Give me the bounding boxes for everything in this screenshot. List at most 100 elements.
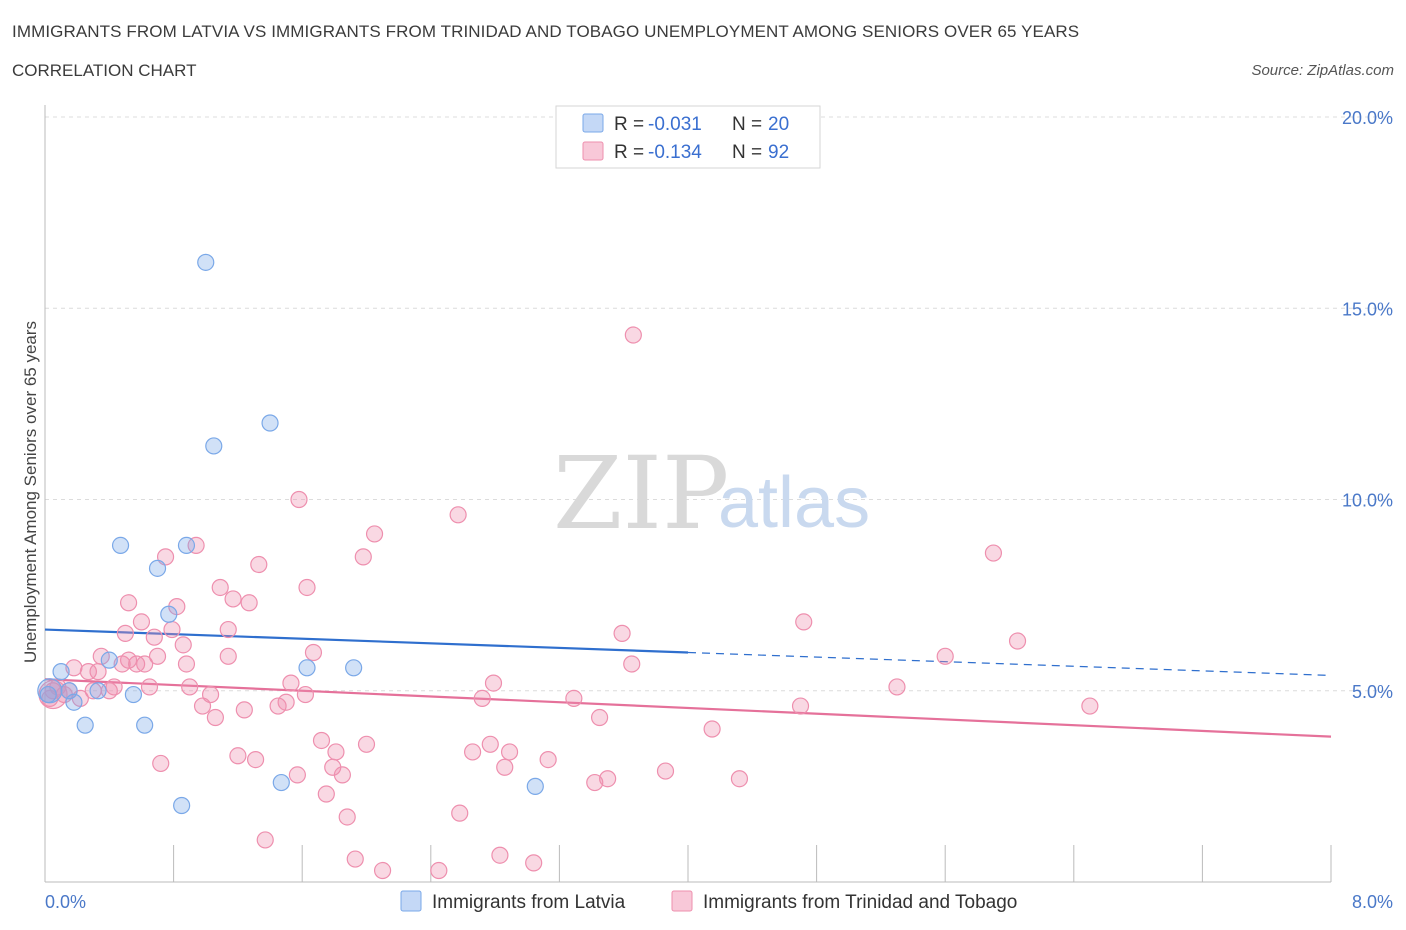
trinidad-point	[1081, 697, 1099, 715]
trinidad-point	[177, 655, 196, 673]
trinidad-point	[136, 655, 154, 673]
trinidad-point	[327, 743, 345, 761]
trinidad-point	[317, 785, 335, 803]
legend-swatch-latvia	[582, 113, 604, 133]
latvia-point	[272, 773, 290, 792]
chart-subtitle: CORRELATION CHART	[12, 61, 197, 80]
trinidad-point	[282, 674, 300, 692]
trinidad-point	[229, 747, 247, 765]
trinidad-point	[473, 689, 491, 708]
trinidad-point	[451, 804, 469, 822]
trinidad-point	[936, 647, 954, 665]
trinidad-point	[354, 548, 372, 566]
y-tick-label: 20.0%	[1342, 108, 1393, 128]
trinidad-point	[79, 663, 98, 681]
trinidad-point	[224, 590, 242, 608]
source-credit: Source: ZipAtlas.com	[1251, 62, 1394, 79]
bottom-legend-swatch-latvia	[400, 890, 422, 912]
x-tick-label-min: 0.0%	[45, 892, 86, 912]
trinidad-point	[525, 854, 543, 872]
trinidad-point	[132, 613, 151, 631]
watermark-zip: ZIP	[553, 435, 729, 552]
latvia-point	[298, 659, 316, 677]
trend-line-trinidad	[44, 678, 1332, 738]
trinidad-point	[357, 735, 376, 753]
latvia-point	[526, 777, 544, 795]
latvia-points	[37, 253, 544, 815]
latvia-point	[76, 716, 94, 734]
trinidad-point	[211, 578, 229, 597]
trinidad-point	[703, 720, 721, 738]
trinidad-point	[373, 861, 392, 880]
legend-n-label: N =	[732, 114, 762, 135]
trinidad-point	[246, 750, 265, 769]
trinidad-point	[795, 613, 813, 631]
trinidad-point	[269, 697, 287, 715]
trinidad-point	[187, 536, 205, 555]
legend-swatch-trinidad	[582, 141, 604, 161]
bottom-legend-swatch-trinidad	[671, 890, 693, 912]
trinidad-point	[181, 678, 199, 696]
trinidad-point	[791, 697, 810, 715]
trinidad-point	[290, 490, 308, 509]
legend-n-trinidad: 92	[768, 142, 789, 163]
trinidad-point	[623, 655, 641, 673]
legend-n-label: N =	[732, 142, 762, 163]
latvia-point	[148, 559, 167, 577]
trinidad-point	[119, 651, 138, 669]
trinidad-point	[730, 770, 749, 788]
correlation-legend: R = -0.031 N = 20 R = -0.134 N = 92	[555, 105, 821, 169]
trinidad-point	[105, 678, 123, 696]
legend-r-label: R =	[614, 114, 644, 135]
trend-line-latvia	[44, 628, 689, 654]
latvia-point	[261, 414, 279, 432]
trinidad-point	[298, 578, 316, 597]
latvia-point	[345, 659, 363, 677]
latvia-cluster-point	[37, 678, 63, 704]
latvia-point	[173, 796, 191, 815]
watermark: ZIP atlas	[553, 435, 870, 552]
trinidad-point	[92, 647, 110, 665]
trinidad-point	[219, 620, 237, 639]
trinidad-point	[365, 525, 384, 543]
trinidad-point	[496, 758, 514, 776]
trinidad-point	[240, 594, 258, 612]
trend-line-latvia-extension	[687, 651, 1332, 677]
latvia-point	[65, 693, 83, 711]
trinidad-point	[599, 770, 617, 788]
chart-title: IMMIGRANTS FROM LATVIA VS IMMIGRANTS FRO…	[12, 22, 1080, 41]
trinidad-point	[888, 678, 906, 696]
trinidad-point	[338, 808, 356, 826]
trinidad-point	[304, 643, 323, 662]
trinidad-point	[312, 731, 331, 750]
trinidad-point	[565, 689, 583, 708]
trinidad-point	[145, 628, 163, 646]
trinidad-point	[163, 620, 181, 639]
latvia-point	[100, 651, 118, 669]
trinidad-point	[656, 762, 675, 780]
trinidad-point	[250, 555, 268, 574]
trinidad-point	[201, 685, 220, 704]
trinidad-point	[624, 326, 642, 344]
trinidad-point	[586, 773, 604, 792]
trinidad-point	[277, 693, 295, 711]
trinidad-point	[484, 674, 503, 692]
trinidad-point	[481, 735, 499, 753]
latvia-point	[124, 685, 143, 704]
latvia-point	[160, 605, 178, 623]
latvia-point	[197, 253, 215, 271]
trend-lines	[44, 628, 1332, 738]
trinidad-point	[256, 831, 274, 849]
series-legend: Immigrants from Latvia Immigrants from T…	[400, 890, 1017, 913]
trinidad-point	[235, 701, 253, 719]
y-tick-label: 15.0%	[1342, 299, 1393, 319]
y-tick-labels: 5.0% 10.0% 15.0% 20.0%	[1342, 108, 1393, 702]
y-tick-label: 5.0%	[1352, 682, 1393, 702]
bottom-legend-latvia: Immigrants from Latvia	[432, 892, 626, 913]
trinidad-point	[500, 743, 519, 761]
y-axis-label: Unemployment Among Seniors over 65 years	[21, 321, 40, 663]
trinidad-point	[590, 708, 609, 727]
trinidad-point	[1008, 632, 1027, 650]
legend-r-trinidad: -0.134	[648, 142, 702, 163]
